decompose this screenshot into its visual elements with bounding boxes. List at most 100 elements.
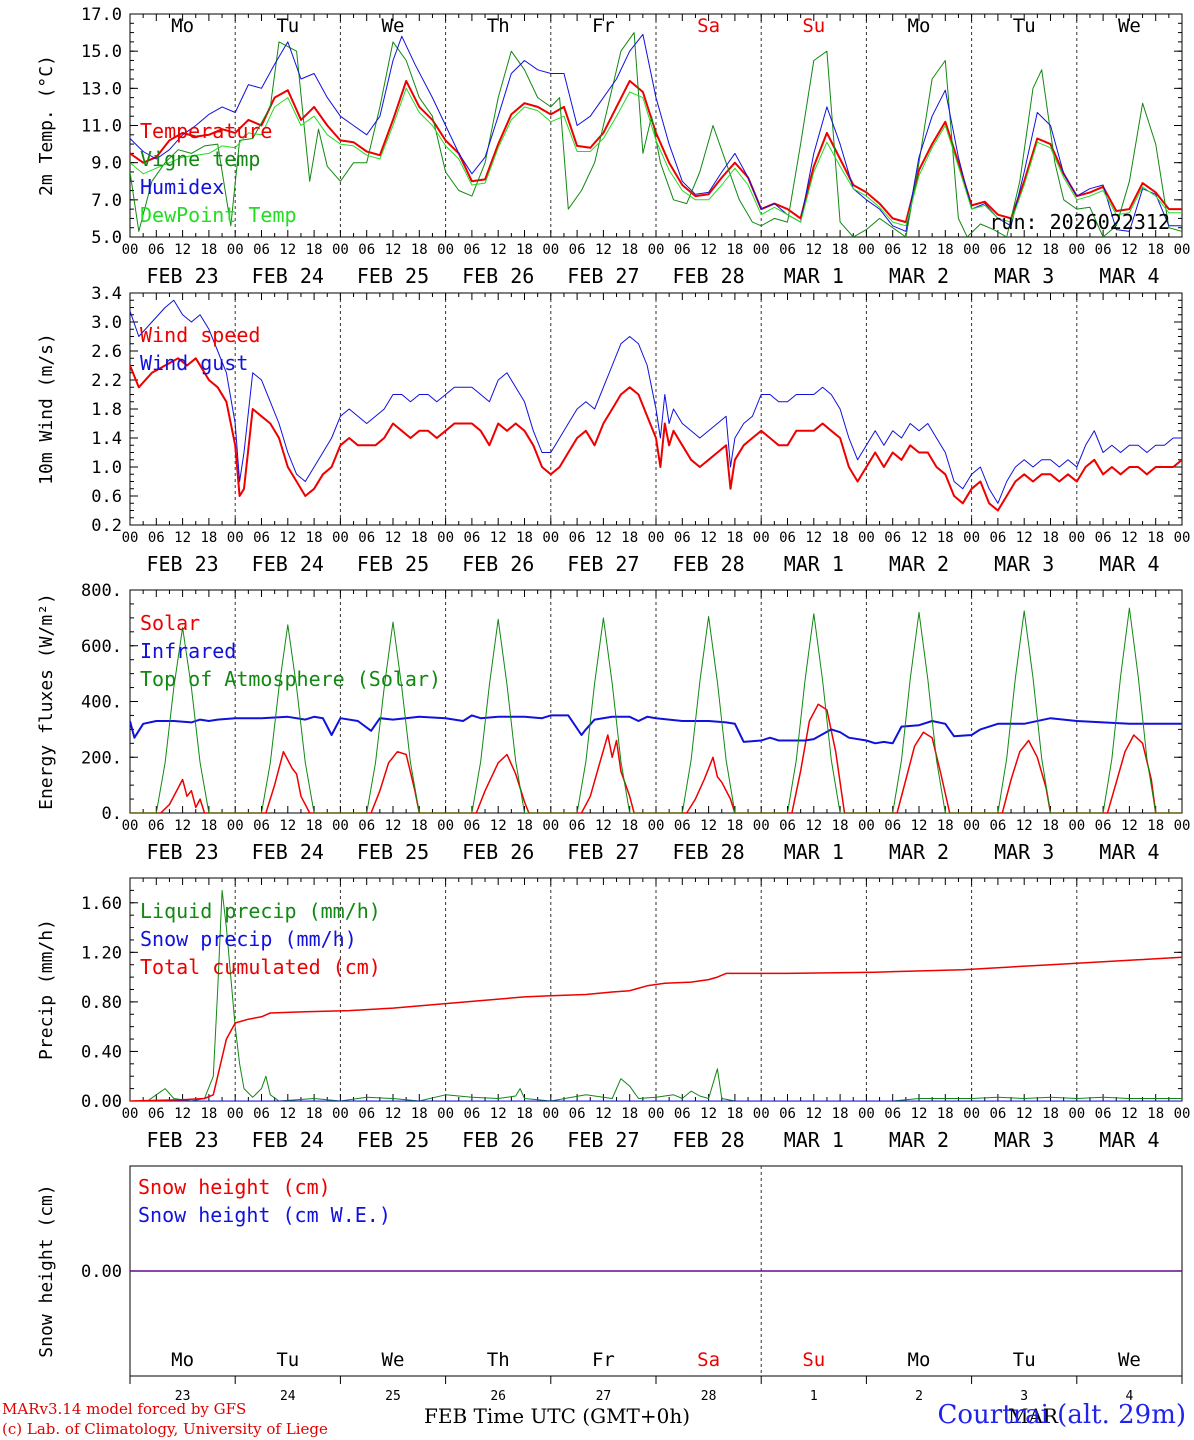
y-tick-label: 0. bbox=[102, 804, 122, 824]
weekday-label: Sa bbox=[697, 15, 720, 37]
hour-tick-label: 06 bbox=[779, 530, 796, 546]
y-tick-label: 3.4 bbox=[91, 284, 122, 304]
hour-tick-label: 00 bbox=[648, 818, 665, 834]
hour-tick-label: 12 bbox=[174, 818, 191, 834]
panel-snow: 0.00 Snow height (cm) Mo Tu We Th Fr Sa Su Mo Tu We… bbox=[36, 1165, 1183, 1404]
date-label: FEB 28 bbox=[672, 1128, 744, 1152]
y-tick-label: 17.0 bbox=[81, 5, 122, 25]
legend-entry: Temperature bbox=[140, 119, 272, 143]
date-label: FEB 26 bbox=[462, 1128, 534, 1152]
date-label: FEB 25 bbox=[357, 264, 429, 288]
hour-tick-label: 06 bbox=[253, 1106, 270, 1122]
y-tick-label: 3.0 bbox=[91, 313, 122, 333]
credit-lab: (c) Lab. of Climatology, University of L… bbox=[2, 1420, 328, 1438]
date-label: FEB 25 bbox=[357, 552, 429, 576]
hour-tick-label: 12 bbox=[805, 818, 822, 834]
hour-tick-label: 00 bbox=[437, 242, 454, 258]
hour-tick-label: 18 bbox=[1042, 818, 1059, 834]
y-tick-label: 5.0 bbox=[91, 228, 122, 248]
legend-entry: Total cumulated (cm) bbox=[140, 955, 381, 979]
hour-tick-label: 12 bbox=[1016, 1106, 1033, 1122]
weekday-label: Su bbox=[802, 1349, 825, 1371]
series-temperature bbox=[130, 79, 1182, 224]
weekday-label: We bbox=[1118, 1349, 1141, 1371]
hour-tick-label: 06 bbox=[1095, 242, 1112, 258]
hour-tick-label: 18 bbox=[1042, 242, 1059, 258]
hour-tick-label: 06 bbox=[884, 1106, 901, 1122]
hour-tick-label: 06 bbox=[148, 242, 165, 258]
hour-tick-label: 00 bbox=[1174, 1106, 1191, 1122]
legend-entry: Solar bbox=[140, 611, 200, 635]
date-label: MAR 4 bbox=[1099, 840, 1159, 864]
hour-tick-label: 00 bbox=[963, 242, 980, 258]
date-label: FEB 27 bbox=[567, 552, 639, 576]
y-tick-label: 9.0 bbox=[91, 154, 122, 174]
day-number-label: 25 bbox=[385, 1389, 401, 1404]
hour-tick-label: 00 bbox=[963, 530, 980, 546]
date-label: FEB 24 bbox=[252, 1128, 324, 1152]
hour-tick-label: 06 bbox=[463, 530, 480, 546]
hour-tick-label: 18 bbox=[411, 242, 428, 258]
hour-tick-label: 00 bbox=[648, 530, 665, 546]
hour-tick-label: 18 bbox=[200, 1106, 217, 1122]
date-label: FEB 25 bbox=[357, 1128, 429, 1152]
hour-tick-label: 18 bbox=[726, 242, 743, 258]
hour-tick-label: 12 bbox=[595, 530, 612, 546]
hour-tick-label: 12 bbox=[911, 530, 928, 546]
weekday-label: We bbox=[1118, 15, 1141, 37]
hour-tick-label: 12 bbox=[174, 530, 191, 546]
weekday-label: Fr bbox=[592, 1349, 615, 1371]
hour-tick-label: 00 bbox=[332, 818, 349, 834]
legend-entry: Wind gust bbox=[140, 351, 248, 375]
hour-tick-label: 00 bbox=[648, 242, 665, 258]
date-label: MAR 1 bbox=[784, 264, 844, 288]
hour-tick-label: 00 bbox=[542, 242, 559, 258]
hour-tick-label: 00 bbox=[227, 242, 244, 258]
y-tick-label: 0.2 bbox=[91, 516, 122, 536]
day-number-label: 28 bbox=[701, 1389, 717, 1404]
hour-tick-label: 06 bbox=[674, 818, 691, 834]
date-label: MAR 2 bbox=[889, 264, 949, 288]
series-top-of-atmosphere-solar- bbox=[130, 607, 1182, 813]
hour-tick-label: 12 bbox=[1121, 1106, 1138, 1122]
date-label: FEB 24 bbox=[252, 264, 324, 288]
hour-tick-label: 18 bbox=[937, 1106, 954, 1122]
hour-tick-label: 06 bbox=[569, 818, 586, 834]
hour-tick-label: 18 bbox=[726, 818, 743, 834]
run-label: run: 2026022312 bbox=[989, 210, 1170, 234]
legend-entry: Wind speed bbox=[140, 323, 260, 347]
hour-tick-label: 12 bbox=[1121, 818, 1138, 834]
y-tick-label: 1.4 bbox=[91, 429, 122, 449]
hour-tick-label: 12 bbox=[700, 818, 717, 834]
hour-tick-label: 18 bbox=[832, 1106, 849, 1122]
hour-tick-label: 12 bbox=[911, 1106, 928, 1122]
plot-frame bbox=[129, 589, 1183, 814]
series-total-cumulated-cm- bbox=[130, 956, 1182, 1101]
hour-tick-label: 18 bbox=[411, 1106, 428, 1122]
date-label: FEB 26 bbox=[462, 552, 534, 576]
legend-entry: Humidex bbox=[140, 175, 224, 199]
hour-tick-label: 12 bbox=[805, 530, 822, 546]
legend-entry: DewPoint Temp bbox=[140, 203, 297, 227]
day-number-label: 1 bbox=[810, 1389, 818, 1404]
date-label: MAR 4 bbox=[1099, 264, 1159, 288]
y-tick-label: 0.00 bbox=[81, 1092, 122, 1112]
hour-tick-label: 18 bbox=[937, 242, 954, 258]
y-tick-label: 0.80 bbox=[81, 993, 122, 1013]
hour-tick-label: 00 bbox=[122, 1106, 139, 1122]
y-tick-label: 11.0 bbox=[81, 117, 122, 137]
hour-tick-label: 06 bbox=[779, 242, 796, 258]
weekday-label: Tu bbox=[276, 1349, 299, 1371]
y-tick-label: 600. bbox=[81, 637, 122, 657]
date-label: MAR 4 bbox=[1099, 552, 1159, 576]
month-right-label: MAR bbox=[1008, 1404, 1058, 1428]
panel-temperature: 5.0 7.0 9.0 11.0 13.0 15.0 17.0 2m Temp. (°C) Mo… bbox=[36, 5, 1190, 288]
time-axis-title: FEB Time UTC (GMT+0h) bbox=[424, 1404, 690, 1428]
y-tick-label: 0.00 bbox=[81, 1262, 122, 1282]
hour-tick-label: 12 bbox=[911, 818, 928, 834]
legend-entry: Liquid precip (mm/h) bbox=[140, 899, 381, 923]
hour-tick-label: 06 bbox=[463, 818, 480, 834]
time-axis-label: Time UTC (GMT+0h) bbox=[473, 1404, 691, 1428]
hour-tick-label: 06 bbox=[1095, 1106, 1112, 1122]
y-axis-title: Energy fluxes (W/m²) bbox=[36, 593, 57, 810]
